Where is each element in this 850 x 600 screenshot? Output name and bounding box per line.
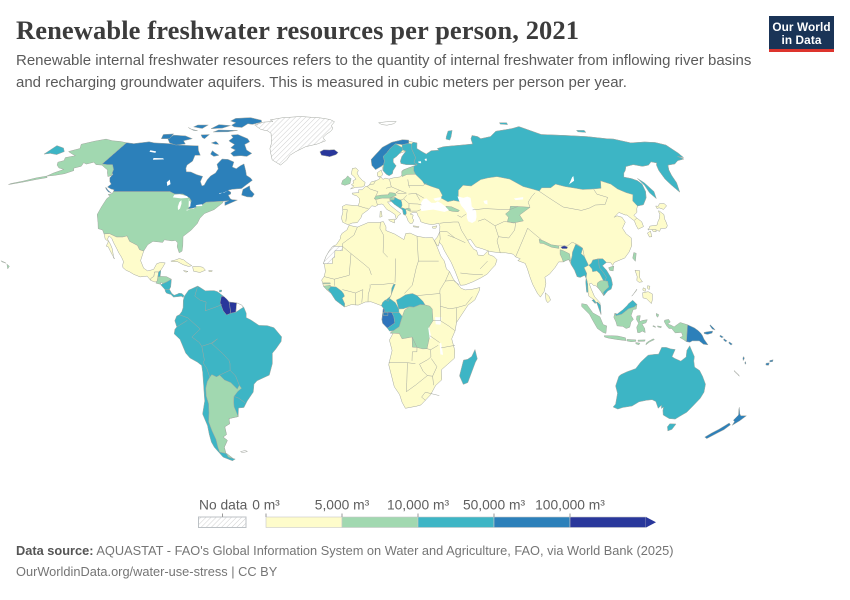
svg-text:50,000 m³: 50,000 m³ [463, 498, 526, 513]
svg-text:10,000 m³: 10,000 m³ [387, 498, 450, 513]
svg-text:5,000 m³: 5,000 m³ [315, 498, 370, 513]
svg-text:0 m³: 0 m³ [252, 498, 280, 513]
svg-text:No data: No data [199, 498, 248, 513]
svg-text:100,000 m³: 100,000 m³ [535, 498, 605, 513]
